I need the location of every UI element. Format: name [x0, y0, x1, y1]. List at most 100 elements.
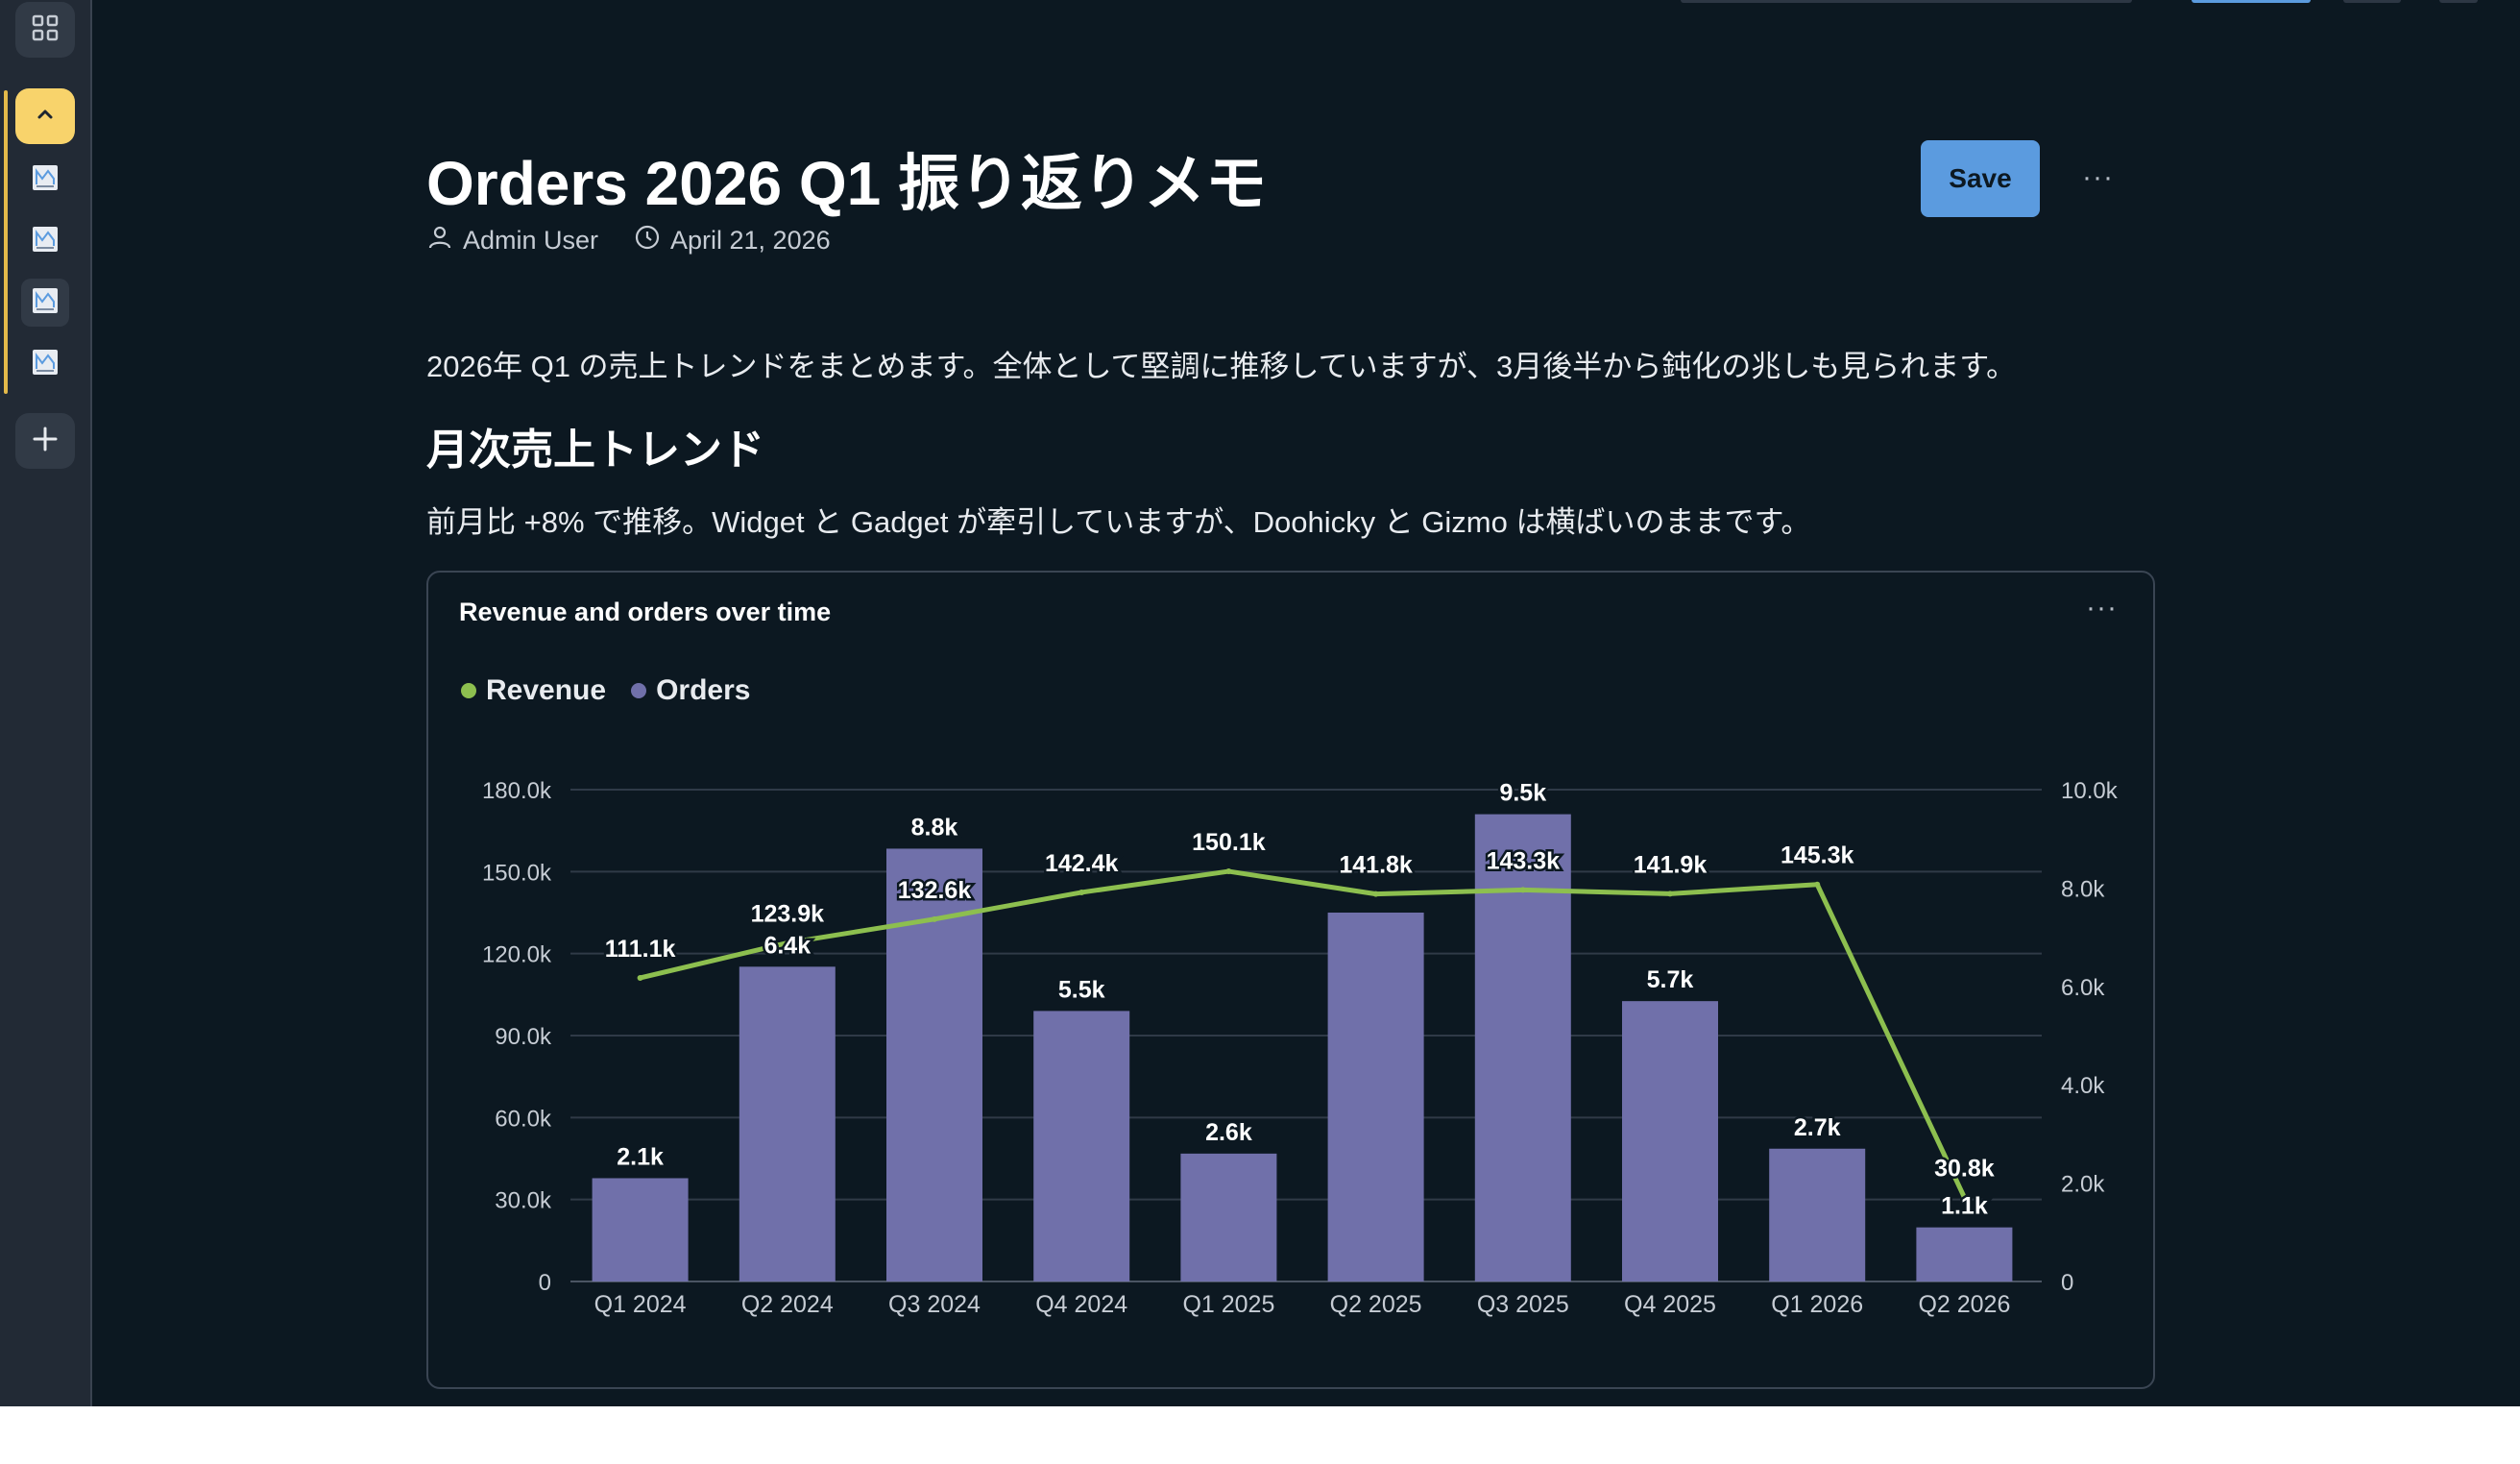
- x-axis-tick: Q1 2024: [594, 1291, 687, 1318]
- revenue-data-label: 30.8k: [1934, 1155, 1995, 1182]
- page-title[interactable]: Orders 2026 Q1 振り返りメモ: [426, 149, 1267, 218]
- chart-card: Revenue and orders over time ··· Revenue…: [426, 571, 2155, 1389]
- chart-title[interactable]: Revenue and orders over time: [459, 598, 832, 626]
- revenue-point: [1814, 881, 1821, 888]
- app-window: Orders 2026 Q1 振り返りメモ Admin User April 2…: [0, 0, 2520, 1406]
- document-icon: [31, 225, 60, 258]
- save-button[interactable]: Save: [1921, 140, 2040, 217]
- left-axis-tick: 180.0k: [482, 778, 552, 804]
- chart-legend: Revenue Orders: [461, 674, 750, 707]
- section-heading: 月次売上トレンド: [426, 427, 764, 474]
- chart-plot: 0 30.0k 60.0k 90.0k 120.0k 150.0k 180.0k 0 2.0k 4…: [482, 777, 2119, 1318]
- left-sidebar: [0, 0, 92, 1406]
- revenue-data-label: 145.3k: [1781, 842, 1854, 869]
- person-icon: [426, 224, 453, 257]
- sidebar-doc-item[interactable]: [21, 156, 69, 204]
- orders-data-label: 6.4k: [763, 932, 811, 959]
- orders-data-label: 1.1k: [1941, 1193, 1988, 1220]
- orders-bar: [1180, 1153, 1277, 1281]
- revenue-data-label: 111.1k: [605, 936, 676, 963]
- top-bar-fragment: [2343, 0, 2401, 3]
- right-axis-tick: 8.0k: [2061, 876, 2105, 902]
- left-axis-tick: 60.0k: [495, 1106, 552, 1132]
- legend-swatch-orders: [631, 683, 647, 698]
- orders-bar: [1033, 1011, 1130, 1281]
- revenue-point: [784, 939, 790, 946]
- orders-bar: [1327, 913, 1424, 1281]
- left-axis-tick: 90.0k: [495, 1024, 552, 1050]
- x-axis-tick: Q2 2026: [1918, 1291, 2010, 1318]
- clock-icon: [634, 224, 661, 257]
- revenue-point: [1519, 887, 1526, 893]
- revenue-point: [932, 915, 937, 922]
- orders-bar: [1474, 814, 1571, 1281]
- revenue-point: [1078, 889, 1085, 895]
- chart-more-icon[interactable]: ···: [2086, 592, 2118, 623]
- sidebar-doc-item[interactable]: [21, 217, 69, 265]
- top-bar-fragment: [1681, 0, 2132, 3]
- orders-bar: [1622, 1001, 1718, 1281]
- author-name: Admin User: [463, 225, 599, 255]
- orders-bar: [739, 966, 836, 1281]
- x-axis-tick: Q4 2025: [1624, 1291, 1716, 1318]
- revenue-data-label: 142.4k: [1045, 850, 1119, 877]
- legend-item-revenue[interactable]: Revenue: [461, 674, 606, 707]
- revenue-data-label: 141.9k: [1634, 851, 1708, 878]
- revenue-data-label: 123.9k: [751, 901, 825, 928]
- section-paragraph: 前月比 +8% で推移。Widget と Gadget が牽引していますが、Do…: [426, 505, 1811, 539]
- revenue-data-label: 141.8k: [1339, 852, 1413, 879]
- top-bar-fragment: [2192, 0, 2311, 3]
- x-axis-tick: Q2 2024: [741, 1291, 834, 1318]
- document-icon: [31, 163, 60, 197]
- right-axis-tick: 6.0k: [2061, 975, 2105, 1001]
- revenue-point: [1961, 1194, 1968, 1201]
- collapse-button[interactable]: [15, 88, 75, 144]
- legend-item-orders[interactable]: Orders: [631, 674, 750, 707]
- orders-data-label: 8.8k: [911, 814, 958, 841]
- revenue-line: [640, 868, 1967, 1199]
- right-axis-tick: 4.0k: [2061, 1073, 2105, 1099]
- section-indicator: [4, 90, 8, 394]
- document-more-icon[interactable]: ···: [2082, 161, 2114, 193]
- revenue-point: [637, 974, 643, 981]
- sidebar-doc-item[interactable]: [21, 340, 69, 388]
- legend-swatch-revenue: [461, 683, 476, 698]
- document-icon: [31, 348, 60, 381]
- orders-data-label: 2.1k: [617, 1143, 664, 1170]
- legend-label-orders: Orders: [656, 674, 751, 706]
- revenue-point: [1372, 891, 1379, 897]
- x-axis-tick: Q3 2025: [1477, 1291, 1569, 1318]
- orders-data-label: 5.5k: [1058, 976, 1105, 1003]
- orders-bar: [1769, 1148, 1866, 1281]
- revenue-data-label: 143.3k: [1487, 847, 1561, 874]
- apps-button[interactable]: [15, 2, 75, 58]
- grid-icon: [31, 13, 60, 47]
- x-axis-tick: Q1 2025: [1182, 1291, 1274, 1318]
- document-date: April 21, 2026: [670, 225, 831, 255]
- x-axis-tick: Q3 2024: [888, 1291, 981, 1318]
- plus-icon: [31, 425, 60, 458]
- revenue-data-label: 150.1k: [1192, 829, 1266, 856]
- right-axis-tick: 0: [2061, 1270, 2073, 1296]
- chevron-up-icon: [34, 103, 57, 131]
- sidebar-doc-item-active[interactable]: [21, 279, 69, 327]
- revenue-point: [1225, 868, 1232, 875]
- revenue-data-label: 132.6k: [898, 877, 972, 904]
- orders-data-label: 2.7k: [1794, 1114, 1841, 1141]
- right-axis-tick: 2.0k: [2061, 1172, 2105, 1198]
- author-meta: Admin User: [426, 223, 598, 257]
- orders-data-label: 5.7k: [1647, 966, 1694, 993]
- revenue-point: [1667, 891, 1673, 897]
- orders-bar: [592, 1178, 689, 1281]
- add-button[interactable]: [15, 413, 75, 469]
- orders-data-label: 9.5k: [1499, 780, 1546, 807]
- left-axis-tick: 120.0k: [482, 942, 552, 968]
- left-axis-tick: 30.0k: [495, 1188, 552, 1214]
- intro-paragraph: 2026年 Q1 の売上トレンドをまとめます。全体として堅調に推移していますが、…: [426, 350, 2017, 383]
- x-axis-tick: Q2 2025: [1330, 1291, 1422, 1318]
- legend-label-revenue: Revenue: [486, 674, 607, 706]
- x-axis-tick: Q4 2024: [1035, 1291, 1127, 1318]
- top-bar-fragment: [2439, 0, 2478, 3]
- orders-bar: [1916, 1227, 2013, 1281]
- date-meta: April 21, 2026: [634, 223, 831, 257]
